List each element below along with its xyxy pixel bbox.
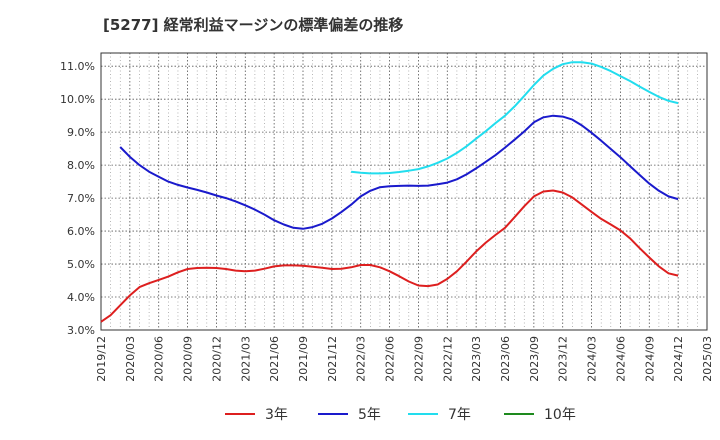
y-tick-label: 10.0% <box>60 93 95 106</box>
x-tick-label: 2025/03 <box>701 336 714 382</box>
x-tick-label: 2022/09 <box>412 336 425 382</box>
series-layer <box>100 61 679 323</box>
y-axis: 3.0% 4.0% 5.0% 6.0% 7.0% 8.0% 9.0% 10.0% 11.0% <box>60 60 95 337</box>
x-axis: 2019/12 2020/03 2020/06 2020/09 2020/12 2021/… <box>95 336 714 382</box>
x-tick-group: 2021/12 <box>326 336 339 382</box>
y-tick-label: 6.0% <box>67 225 95 238</box>
x-tick-label: 2022/06 <box>384 336 397 382</box>
legend: 3年 5年 7年 10年 <box>225 407 576 423</box>
x-tick-group: 2022/03 <box>355 336 368 382</box>
x-tick-group: 2022/12 <box>441 336 454 382</box>
x-tick-label: 2021/09 <box>297 336 310 382</box>
x-tick-label: 2022/12 <box>441 336 454 382</box>
x-tick-group: 2019/12 <box>95 336 108 382</box>
x-tick-group: 2023/12 <box>557 336 570 382</box>
x-tick-label: 2021/12 <box>326 336 339 382</box>
legend-label: 5年 <box>358 407 381 423</box>
legend-label: 3年 <box>265 407 288 423</box>
x-tick-label: 2020/12 <box>210 336 223 382</box>
x-tick-group: 2021/06 <box>268 336 281 382</box>
x-tick-label: 2024/06 <box>614 336 627 382</box>
x-tick-label: 2021/06 <box>268 336 281 382</box>
x-tick-label: 2023/09 <box>528 336 541 382</box>
x-tick-group: 2024/06 <box>614 336 627 382</box>
legend-label: 7年 <box>448 407 471 423</box>
x-tick-group: 2020/12 <box>210 336 223 382</box>
y-tick-label: 3.0% <box>67 324 95 337</box>
x-tick-group: 2023/06 <box>499 336 512 382</box>
x-tick-group: 2021/03 <box>239 336 252 382</box>
x-tick-group: 2023/09 <box>528 336 541 382</box>
x-tick-label: 2023/12 <box>557 336 570 382</box>
x-tick-group: 2020/03 <box>124 336 137 382</box>
plot-area-border <box>100 52 708 331</box>
x-tick-label: 2020/03 <box>124 336 137 382</box>
y-tick-label: 5.0% <box>67 258 95 271</box>
plot-area-background <box>101 53 707 330</box>
series-line-7年 <box>350 61 679 175</box>
y-tick-label: 9.0% <box>67 126 95 139</box>
x-tick-label: 2020/06 <box>153 336 166 382</box>
x-tick-group: 2022/09 <box>412 336 425 382</box>
x-tick-label: 2023/03 <box>470 336 483 382</box>
x-tick-label: 2024/12 <box>672 336 685 382</box>
x-tick-group: 2024/03 <box>586 336 599 382</box>
x-tick-label: 2024/09 <box>643 336 656 382</box>
chart-title: [5277] 経常利益マージンの標準偏差の推移 <box>103 16 404 34</box>
x-tick-label: 2021/03 <box>239 336 252 382</box>
x-tick-group: 2020/06 <box>153 336 166 382</box>
y-tick-label: 4.0% <box>67 291 95 304</box>
x-tick-label: 2023/06 <box>499 336 512 382</box>
x-tick-label: 2020/09 <box>182 336 195 382</box>
x-tick-label: 2024/03 <box>586 336 599 382</box>
x-tick-label: 2022/03 <box>355 336 368 382</box>
x-tick-group: 2024/09 <box>643 336 656 382</box>
y-tick-label: 7.0% <box>67 192 95 205</box>
x-tick-group: 2021/09 <box>297 336 310 382</box>
series-line-3年 <box>100 189 679 323</box>
legend-label: 10年 <box>544 407 576 423</box>
grid-lines <box>100 53 708 331</box>
x-tick-group: 2024/12 <box>672 336 685 382</box>
x-tick-group: 2022/06 <box>384 336 397 382</box>
y-tick-label: 11.0% <box>60 60 95 73</box>
x-tick-label: 2019/12 <box>95 336 108 382</box>
series-line-5年 <box>119 114 679 230</box>
y-tick-label: 8.0% <box>67 159 95 172</box>
x-tick-group: 2023/03 <box>470 336 483 382</box>
x-tick-group: 2025/03 <box>701 336 714 382</box>
x-tick-group: 2020/09 <box>182 336 195 382</box>
